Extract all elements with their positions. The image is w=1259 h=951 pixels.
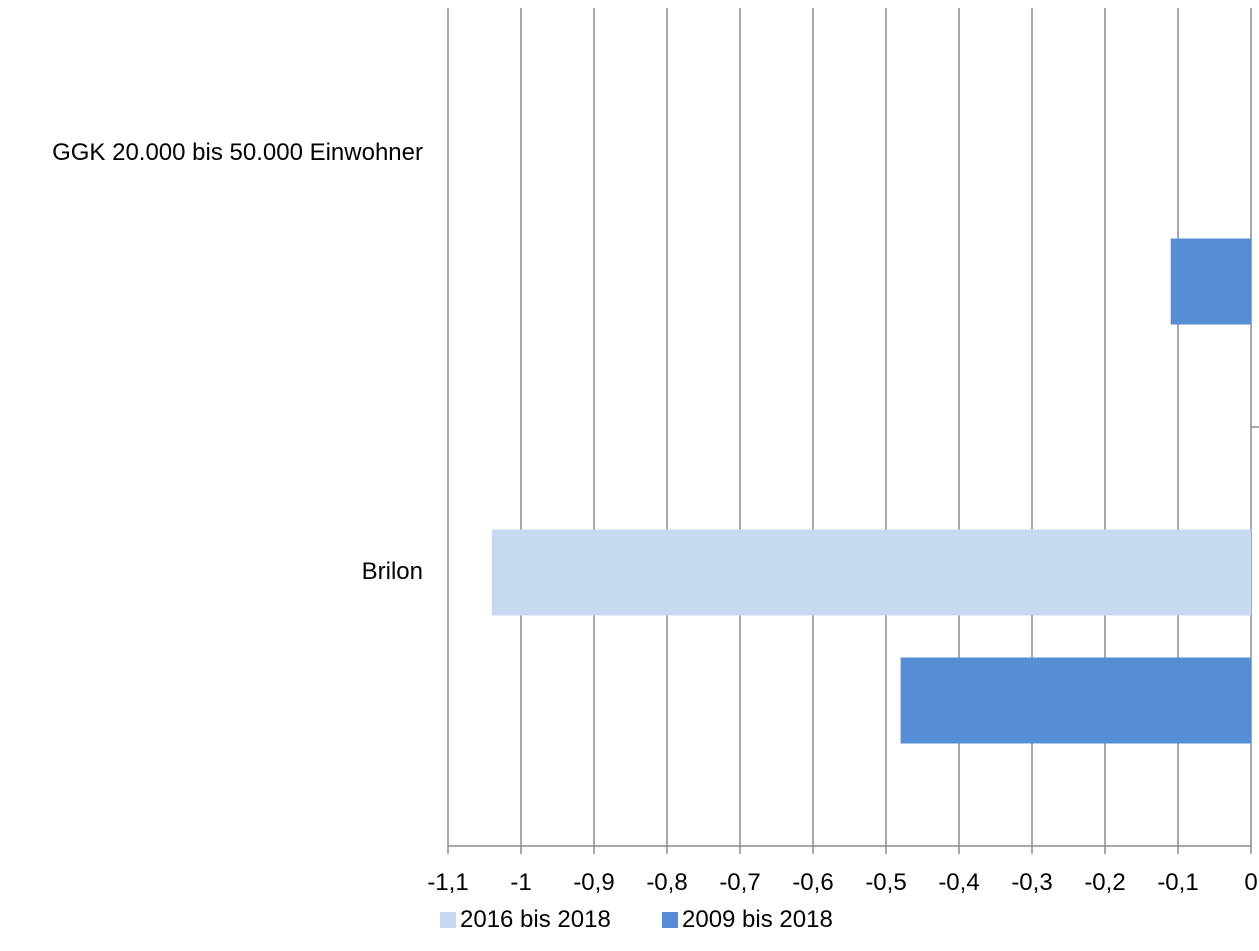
x-tick-label: 0 bbox=[1244, 869, 1257, 896]
category-label: Brilon bbox=[362, 558, 423, 585]
x-tick-label: -0,6 bbox=[792, 869, 833, 896]
x-tick-label: -0,8 bbox=[646, 869, 687, 896]
legend-swatch bbox=[662, 912, 678, 928]
x-tick-label: -1,1 bbox=[427, 869, 468, 896]
x-tick-label: -0,1 bbox=[1157, 869, 1198, 896]
legend-label: 2016 bis 2018 bbox=[460, 906, 611, 933]
x-tick-label: -0,2 bbox=[1084, 869, 1125, 896]
legend: 2016 bis 2018 2009 bis 2018 bbox=[440, 906, 833, 933]
bar-series-1 bbox=[491, 529, 1251, 616]
axes bbox=[447, 426, 1259, 854]
legend-swatch bbox=[440, 912, 456, 928]
bar-series-2 bbox=[1170, 238, 1251, 325]
x-tick-label: -0,7 bbox=[719, 869, 760, 896]
x-tick-label: -0,4 bbox=[938, 869, 979, 896]
legend-label: 2009 bis 2018 bbox=[682, 906, 833, 933]
bars bbox=[491, 238, 1251, 744]
bar-series-2 bbox=[900, 657, 1251, 744]
x-tick-label: -0,5 bbox=[865, 869, 906, 896]
category-label: GGK 20.000 bis 50.000 Einwohner bbox=[52, 139, 423, 166]
x-tick-label: -0,3 bbox=[1011, 869, 1052, 896]
category-labels: GGK 20.000 bis 50.000 Einwohner Brilon bbox=[52, 139, 423, 585]
x-tick-label: -0,9 bbox=[573, 869, 614, 896]
tick-labels: -1,1 -1 -0,9 -0,8 -0,7 -0,6 -0,5 -0,4 -0,3 -0,2 -0… bbox=[427, 869, 1257, 896]
x-tick-label: -1 bbox=[510, 869, 531, 896]
